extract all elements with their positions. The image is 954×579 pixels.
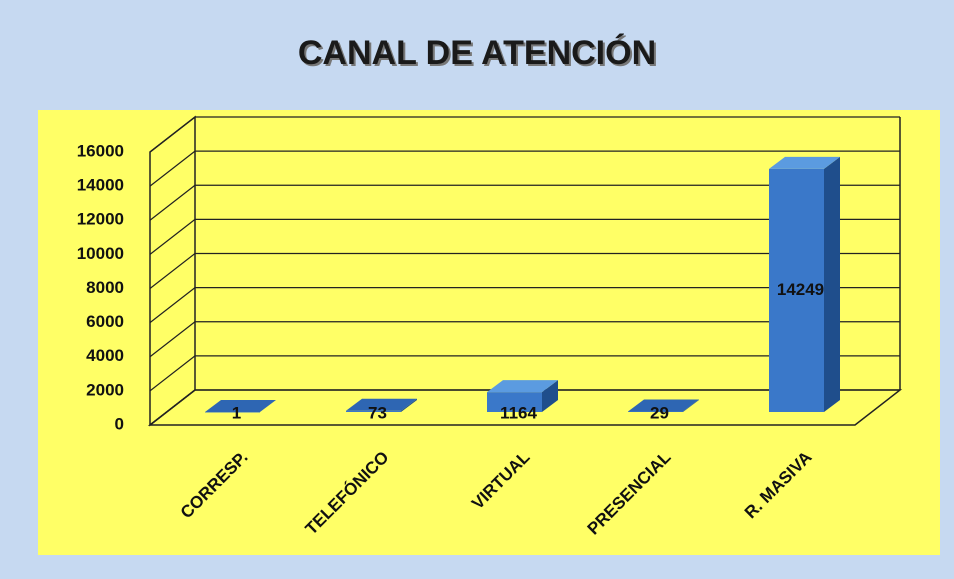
bar: [628, 411, 683, 413]
y-tick-label: 12000: [77, 210, 124, 229]
bar-side: [542, 380, 558, 412]
value-label: 29: [650, 403, 669, 422]
y-tick-label: 16000: [77, 141, 124, 160]
value-label: 1164: [500, 403, 537, 422]
grid-line: [149, 218, 900, 255]
y-tick-label: 4000: [86, 346, 124, 365]
bar-side: [401, 398, 417, 412]
grid-line: [149, 321, 900, 358]
bar-top: [628, 399, 699, 412]
chart-title-shadow: CANAL DE ATENCIÓN: [300, 36, 658, 74]
bar-side: [683, 399, 699, 412]
bar: [769, 168, 824, 412]
bar: [205, 411, 260, 413]
y-tick-label: 14000: [77, 176, 124, 195]
y-tick-label: 10000: [77, 244, 124, 263]
grid-line: [149, 389, 900, 426]
grid-line: [149, 287, 900, 324]
value-label: 73: [368, 403, 387, 422]
bar-top: [769, 156, 840, 169]
bar-top: [346, 398, 417, 411]
y-tick-label: 2000: [86, 380, 124, 399]
bar: [346, 410, 401, 412]
y-tick-label: 6000: [86, 312, 124, 331]
bar-top: [487, 380, 558, 393]
grid-line: [149, 116, 900, 153]
y-tick-label: 0: [115, 414, 124, 433]
grid-line: [149, 355, 900, 392]
grid-line: [149, 150, 900, 187]
bar-side: [260, 399, 276, 412]
y-tick-label: 8000: [86, 278, 124, 297]
bar-side: [824, 156, 840, 412]
value-label: 14249: [777, 280, 824, 299]
bar-top: [205, 399, 276, 412]
grid-line: [149, 184, 900, 221]
value-label: 1: [232, 403, 241, 422]
bar: [487, 392, 542, 412]
chart-title: CANAL DE ATENCIÓN: [298, 34, 656, 72]
grid-line: [149, 252, 900, 289]
